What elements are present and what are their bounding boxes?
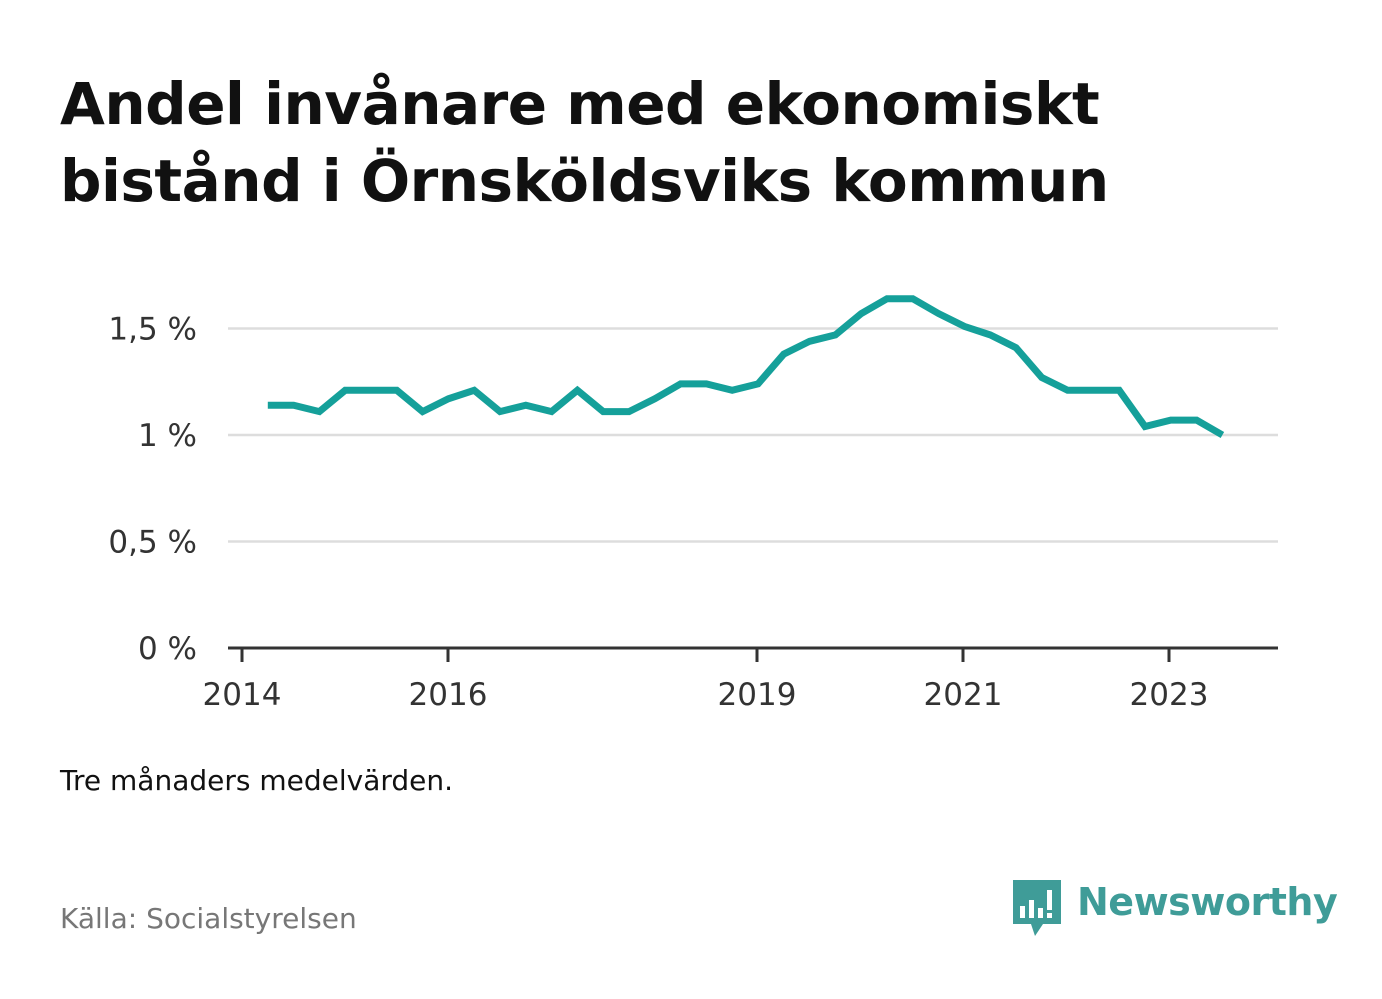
y-tick-label: 0,5 % [108,525,197,561]
chart-note: Tre månaders medelvärden. [60,764,454,797]
chart-title: Andel invånare med ekonomiskt bistånd i … [60,66,1320,220]
source-credit: Källa: Socialstyrelsen [60,902,357,935]
grid-lines [228,327,1278,543]
series-layer [267,295,1225,439]
chart-title-line-2: bistånd i Örnsköldsviks kommun [60,147,1109,215]
brand-logo[interactable]: Newsworthy [1011,878,1338,942]
x-tick-label: 2014 [203,677,282,713]
series-line [267,295,1225,439]
y-tick-label: 1 % [138,418,197,454]
y-axis-labels: 0 % 0,5 % 1 % 1,5 % [108,312,197,668]
x-axis [228,646,1278,662]
brand-name: Newsworthy [1077,880,1338,924]
x-tick-label: 2021 [924,677,1003,713]
y-tick-label: 1,5 % [108,312,197,348]
y-tick-label: 0 % [138,631,197,667]
x-tick-label: 2023 [1130,677,1209,713]
x-tick-label: 2019 [718,677,797,713]
bar-chart-speech-bubble-icon [1013,880,1061,936]
chart-title-line-1: Andel invånare med ekonomiskt [60,70,1100,138]
x-tick-label: 2016 [409,677,488,713]
x-axis-labels: 2014 2016 2019 2021 2023 [203,677,1209,713]
